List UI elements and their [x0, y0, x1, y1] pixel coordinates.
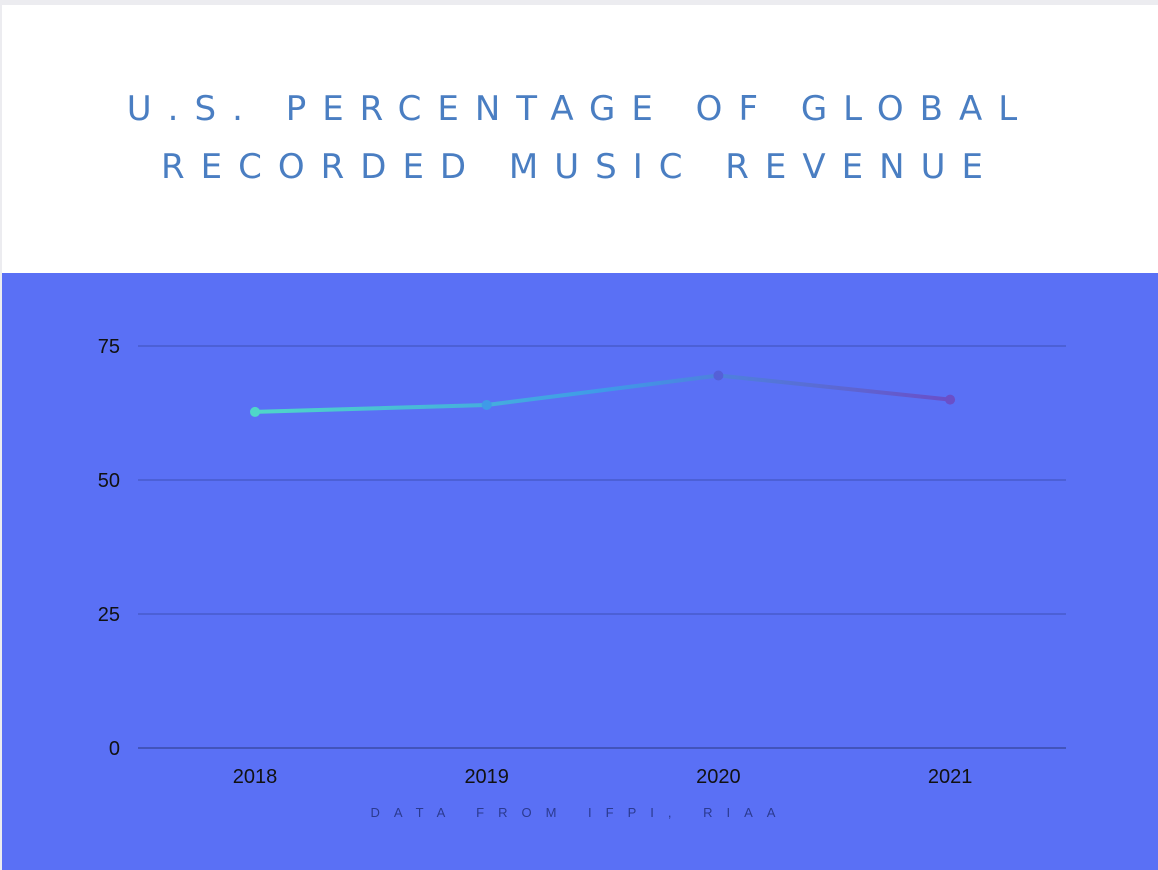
- x-tick-label: 2021: [928, 766, 973, 788]
- series-polyline: [253, 373, 953, 414]
- chart-title-line-2: RECORDED MUSIC REVENUE: [161, 147, 999, 187]
- x-axis-ticks: 2018 2019 2020 2021: [233, 766, 973, 788]
- source-note: DATA FROM IFPI, RIAA: [370, 805, 790, 820]
- chart-title-line-1: U.S. PERCENTAGE OF GLOBAL: [126, 89, 1034, 129]
- y-tick-label: 75: [98, 336, 120, 358]
- x-tick-label: 2019: [464, 766, 509, 788]
- series-line: [253, 373, 953, 414]
- page: U.S. PERCENTAGE OF GLOBAL RECORDED MUSIC…: [2, 5, 1158, 870]
- title-block: U.S. PERCENTAGE OF GLOBAL RECORDED MUSIC…: [2, 5, 1158, 273]
- y-tick-label: 50: [98, 470, 120, 492]
- data-point-2018[interactable]: [250, 406, 260, 417]
- y-axis-ticks: 0 25 50 75: [98, 336, 120, 760]
- x-tick-label: 2018: [233, 766, 278, 788]
- data-points: [250, 370, 956, 417]
- data-point-2020[interactable]: [713, 370, 724, 381]
- data-point-2019[interactable]: [481, 399, 492, 410]
- data-point-2021[interactable]: [945, 394, 956, 405]
- y-tick-label: 25: [98, 604, 120, 626]
- line-chart: 0 25 50 75 2018 2019 2020 2021: [98, 336, 1066, 788]
- gridlines: [138, 345, 1066, 749]
- x-tick-label: 2020: [696, 766, 741, 788]
- y-tick-label: 0: [109, 738, 120, 760]
- chart-panel: 0 25 50 75 2018 2019 2020 2021 DATA FROM IFPI,…: [2, 273, 1158, 870]
